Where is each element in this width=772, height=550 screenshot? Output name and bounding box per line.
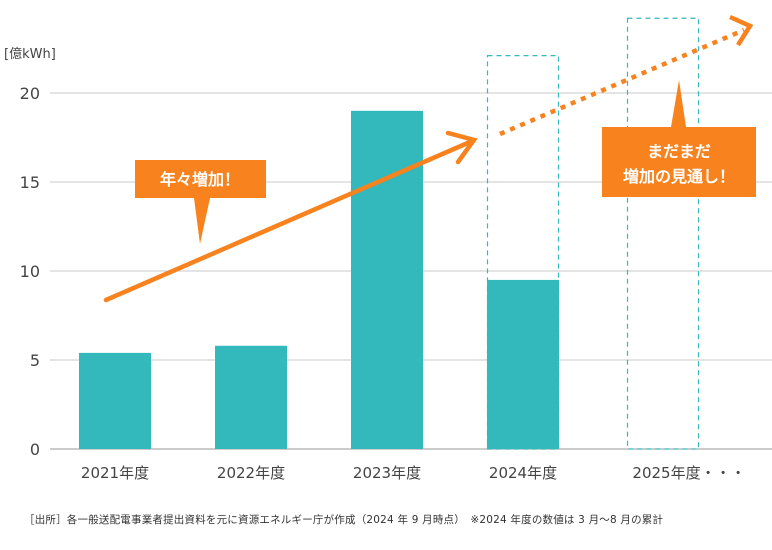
bar <box>79 352 151 449</box>
trend-callout: 年々増加！ <box>135 160 266 244</box>
outlook-arrow <box>499 14 754 137</box>
outlook-callout-line1: まだまだ <box>647 142 711 161</box>
outlook-callout: まだまだ 増加の見通し！ <box>602 80 756 197</box>
projection-box <box>626 17 700 450</box>
x-tick-label: 2024年度 <box>489 464 557 482</box>
x-tick-label: 2023年度 <box>353 464 421 482</box>
x-tick-label: 2025年度・・・ <box>632 464 745 482</box>
x-axis-ticks: 2021年度 2022年度 2023年度 2024年度 2025年度・・・ <box>81 464 746 482</box>
bar <box>351 110 423 450</box>
bar <box>487 279 559 449</box>
source-footnote: ［出所］各一般送配電事業者提出資料を元に資源エネルギー庁が作成（2024 年 9… <box>24 514 664 526</box>
y-tick-label: 0 <box>30 440 40 459</box>
trend-arrow <box>103 130 478 303</box>
x-tick-label: 2022年度 <box>217 464 285 482</box>
x-tick-label: 2021年度 <box>81 464 149 482</box>
outlook-callout-line2: 増加の見通し！ <box>623 167 735 186</box>
y-tick-label: 5 <box>30 351 40 370</box>
y-tick-label: 15 <box>20 173 40 192</box>
y-axis-ticks: 0 5 10 15 20 <box>20 84 40 459</box>
y-axis-unit-label: [億kWh] <box>4 46 56 62</box>
y-tick-label: 20 <box>20 84 40 103</box>
trend-callout-text: 年々増加！ <box>160 170 240 189</box>
y-tick-label: 10 <box>20 262 40 281</box>
bar <box>215 345 287 449</box>
